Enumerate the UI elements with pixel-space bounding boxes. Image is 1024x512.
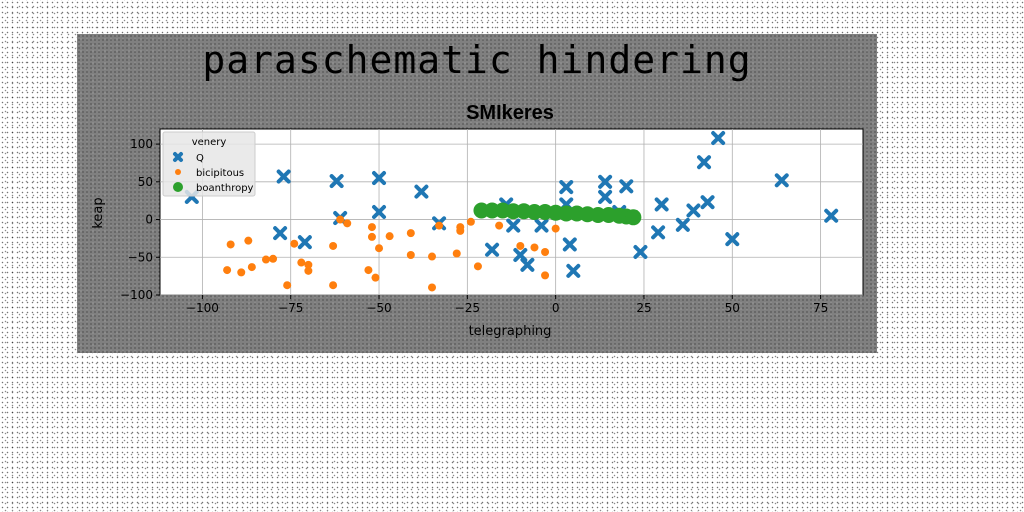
data-point-q (725, 232, 740, 247)
data-point-bicipitous (406, 229, 415, 238)
data-point-bicipitous (466, 217, 475, 226)
data-point-bicipitous (364, 266, 373, 275)
x-tick-label: −50 (366, 301, 391, 315)
data-point-q (598, 174, 613, 189)
data-point-bicipitous (336, 215, 345, 224)
data-point-q (559, 180, 574, 195)
legend-title: venery (192, 137, 227, 148)
data-point-bicipitous (435, 221, 444, 230)
x-tick-label: 75 (813, 301, 828, 315)
data-point-bicipitous (541, 247, 550, 256)
data-point-q (598, 189, 613, 204)
x-tick-label: 0 (552, 301, 560, 315)
legend-marker-q (173, 152, 183, 162)
data-point-bicipitous (551, 224, 560, 233)
data-point-bicipitous (329, 281, 338, 290)
legend-label: bicipitous (196, 168, 244, 179)
y-axis-label: keap (91, 197, 106, 228)
data-point-bicipitous (367, 232, 376, 241)
y-tick-label: 100 (130, 137, 153, 151)
data-point-bicipitous (329, 241, 338, 250)
data-point-q (824, 208, 839, 223)
y-tick-label: 0 (145, 213, 153, 227)
x-axis-label: telegraphing (469, 324, 552, 339)
chart-figure: paraschematic hindering SMIkeres −100 −75… (77, 34, 877, 353)
data-point-bicipitous (343, 219, 352, 228)
data-point-q (276, 169, 291, 184)
data-point-bicipitous (297, 258, 306, 267)
scatter-chart: SMIkeres −100 −75 −50 −25 0 25 50 75 −100 −50 0 50 1… (91, 102, 864, 339)
x-tick-label: 50 (725, 301, 740, 315)
legend-box (162, 131, 256, 197)
axis-ticks: −100 −75 −50 −25 0 25 50 75 −100 −50 0 50 100 (120, 137, 828, 315)
data-point-q (675, 217, 690, 232)
legend-marker-boanthropy (173, 182, 183, 192)
x-tick-label: −100 (186, 301, 219, 315)
data-point-bicipitous (530, 243, 539, 252)
data-point-q (700, 195, 715, 210)
data-point-q (372, 205, 387, 219)
data-point-q (774, 173, 789, 188)
data-point-bicipitous (226, 240, 235, 249)
data-point-q (566, 263, 581, 278)
data-point-bicipitous (247, 263, 256, 272)
data-point-q (372, 171, 387, 186)
data-point-bicipitous (283, 281, 292, 290)
data-point-bicipitous (516, 241, 525, 250)
data-point-bicipitous (223, 266, 232, 275)
y-tick-label: 50 (138, 175, 153, 189)
data-point-bicipitous (244, 236, 253, 245)
data-point-bicipitous (371, 273, 380, 282)
data-point-q (297, 235, 312, 250)
data-point-q (329, 174, 344, 189)
data-point-bicipitous (541, 271, 550, 280)
grid-lines (160, 129, 863, 296)
legend-label: Q (196, 153, 204, 164)
data-point-bicipitous (304, 266, 313, 275)
data-point-q (485, 242, 500, 257)
figure-title: paraschematic hindering (202, 38, 752, 82)
y-tick-label: −50 (128, 250, 153, 264)
data-point-bicipitous (375, 244, 384, 253)
data-point-boanthropy (625, 209, 642, 226)
data-point-q (273, 226, 288, 241)
data-point-bicipitous (261, 255, 270, 264)
data-point-q (534, 218, 549, 233)
data-point-bicipitous (237, 268, 246, 277)
data-point-bicipitous (367, 223, 376, 232)
data-point-q (651, 225, 666, 240)
data-point-q (633, 244, 648, 259)
chart-title: SMIkeres (466, 102, 554, 124)
data-point-q (686, 203, 701, 218)
data-marks (184, 131, 839, 292)
data-point-bicipitous (428, 283, 437, 292)
data-point-q (654, 197, 669, 212)
data-point-q (506, 218, 521, 233)
x-tick-label: 25 (636, 301, 651, 315)
x-tick-label: −75 (278, 301, 303, 315)
data-point-bicipitous (406, 251, 415, 260)
data-point-q (520, 257, 535, 272)
data-point-bicipitous (304, 260, 313, 269)
data-point-bicipitous (495, 221, 504, 230)
legend-label: boanthropy (196, 183, 254, 194)
legend-marker-bicipitous (175, 169, 181, 175)
data-point-bicipitous (452, 249, 461, 258)
data-point-bicipitous (385, 232, 394, 241)
data-point-bicipitous (456, 226, 465, 235)
data-point-q (697, 155, 712, 170)
data-point-bicipitous (290, 239, 299, 248)
data-point-q (711, 131, 726, 146)
y-tick-label: −100 (120, 288, 153, 302)
data-point-bicipitous (269, 254, 278, 263)
data-point-bicipitous (473, 262, 482, 271)
data-point-q (414, 184, 429, 199)
x-tick-label: −25 (455, 301, 480, 315)
data-point-bicipitous (428, 252, 437, 261)
data-point-q (562, 237, 577, 252)
data-point-q (619, 179, 634, 194)
